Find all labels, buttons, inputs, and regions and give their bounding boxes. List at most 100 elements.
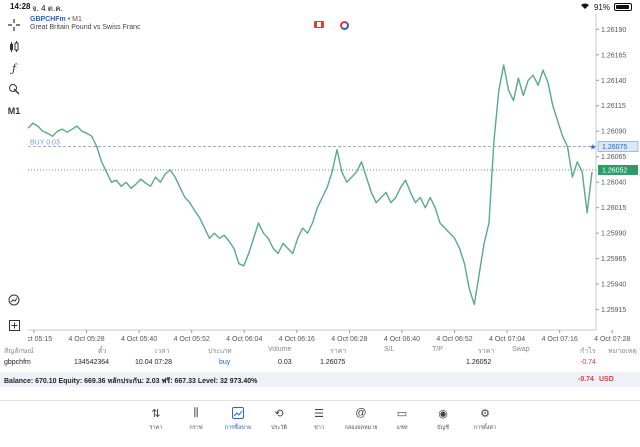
row-ticket: 134542364 (74, 359, 110, 366)
balance-profit: -0.74 (578, 376, 594, 383)
nav-mailbox[interactable]: @ กล่องจดหมาย (341, 407, 381, 443)
nav-history[interactable]: ⟲ ประวัติ (259, 407, 299, 443)
nav-account[interactable]: ◉ บัญชี (423, 407, 463, 443)
bottom-nav: ⇅ ราคา ⫼ กราฟ การซื้อขาย ⟲ ประวัติ ☰ ข่า… (0, 400, 640, 447)
balance-text: Balance: 670.10 Equity: 669.36 หลักประกั… (4, 378, 258, 385)
chart-badges (314, 21, 349, 30)
col-tp: T/P (432, 346, 443, 353)
col-swap: Swap (512, 346, 530, 353)
price-chart[interactable]: 1.26190 1.26165 1.26140 1.26115 1.26090 1.260… (16, 14, 640, 344)
crosshair-icon[interactable] (5, 16, 23, 34)
x-tick-label: 4 Oct 05:28 (68, 336, 104, 343)
indicators-icon[interactable] (5, 38, 23, 56)
nav-label: ข่าว (314, 425, 324, 431)
col-profit: กำไร (580, 348, 596, 355)
y-tick-label: 1.26090 (601, 129, 626, 136)
nav-label: ประวัติ (270, 425, 288, 431)
row-volume: 0.03 (278, 359, 292, 366)
nav-chart[interactable]: ⫼ กราฟ (176, 407, 216, 443)
nav-settings[interactable]: ⚙ การตั้งค่า (465, 407, 505, 443)
y-tick-label: 1.26015 (601, 205, 626, 212)
y-tick-label: 1.26140 (601, 78, 626, 85)
x-tick-label: 4 Oct 06:40 (384, 336, 420, 343)
signal-icon[interactable] (340, 21, 349, 30)
col-price: ราคา (330, 348, 347, 355)
timeframe-button[interactable]: M1 (7, 106, 21, 116)
nav-quotes[interactable]: ⇅ ราคา (136, 407, 176, 443)
col-time: เวลา (155, 348, 170, 355)
battery-icon (614, 3, 632, 11)
y-tick-label: 1.26115 (601, 103, 626, 110)
chat-icon: ▭ (396, 408, 408, 420)
x-axis: 4 Oct 05:15 4 Oct 05:28 4 Oct 05:40 4 Oct 0… (16, 330, 630, 343)
symbol-name: GBPCHFm (30, 16, 66, 23)
settings-icon: ⚙ (480, 408, 490, 420)
status-bar: 14:28 จ. 4 ต.ค. 91% (0, 0, 640, 14)
positions-table: สัญลักษณ์ ตั๋ว เวลา ประเภท Volume ราคา S… (0, 344, 640, 388)
col-symbol: สัญลักษณ์ (4, 348, 34, 355)
status-right: 91% (580, 2, 632, 12)
symbol-description: Great Britain Pound vs Swiss Franc (30, 24, 141, 31)
x-tick-label: 4 Oct 06:52 (436, 336, 472, 343)
x-tick-label: 4 Oct 05:52 (174, 336, 210, 343)
balance-currency: USD (599, 376, 614, 383)
nav-label: กราฟ (189, 425, 203, 431)
row-profit: -0.74 (580, 359, 596, 366)
add-icon[interactable] (5, 316, 23, 334)
nav-label: แชท (396, 425, 408, 431)
x-tick-label: 4 Oct 07:28 (594, 336, 630, 343)
news-icon: ☰ (314, 408, 324, 420)
symbol-label[interactable]: GBPCHFm • M1 (30, 16, 82, 23)
table-header: สัญลักษณ์ ตั๋ว เวลา ประเภท Volume ราคา S… (0, 344, 640, 358)
y-tick-label: 1.25990 (601, 231, 626, 238)
col-comment: หมายเหตุ (608, 348, 637, 355)
status-time: 14:28 (10, 2, 31, 11)
nav-label: บัญชี (437, 425, 449, 431)
col-current-price: ราคา (478, 348, 495, 355)
y-tick-label: 1.25965 (601, 256, 626, 263)
x-tick-label: 4 Oct 07:16 (542, 336, 578, 343)
x-tick-label: 4 Oct 06:16 (279, 336, 315, 343)
col-sl: S/L (384, 346, 395, 353)
mailbox-icon: @ (355, 407, 367, 419)
wifi-icon (580, 2, 590, 12)
chart-icon: ⫼ (193, 407, 199, 419)
y-tick-label: 1.26190 (601, 27, 626, 34)
chart-series: BUY 0.03 (27, 64, 596, 306)
current-price-tag-label: 1.26052 (602, 167, 627, 174)
quotes-icon: ⇅ (151, 408, 161, 420)
nav-chat[interactable]: ▭ แชท (382, 407, 422, 443)
nav-label: ราคา (149, 425, 163, 431)
current-price-tag (598, 164, 638, 175)
col-ticket: ตั๋ว (98, 348, 107, 355)
row-symbol: gbpchfm (4, 359, 31, 366)
nav-label: การตั้งค่า (473, 425, 497, 431)
col-volume: Volume (268, 346, 292, 353)
buy-price-tag-label: 1.26075 (602, 144, 627, 151)
symbol-timeframe: M1 (72, 16, 82, 23)
trade-icon (218, 407, 258, 421)
function-icon[interactable]: ƒ (11, 61, 17, 75)
x-tick-label: 4 Oct 05:15 (28, 336, 52, 343)
one-click-trading-icon[interactable] (314, 21, 324, 28)
nav-label: กล่องจดหมาย (344, 425, 378, 431)
chart-area[interactable]: 1.26190 1.26165 1.26140 1.26115 1.26090 1.260… (16, 14, 640, 344)
table-row[interactable]: gbpchfm 134542364 10.04 07:28 buy 0.03 1… (0, 357, 640, 371)
y-tick-label: 1.26065 (601, 154, 626, 161)
row-current-price: 1.26052 (466, 359, 492, 366)
status-date: จ. 4 ต.ค. (32, 4, 63, 13)
chart-grid (28, 14, 597, 331)
account-icon: ◉ (438, 408, 448, 420)
x-tick-label: 4 Oct 07:04 (489, 336, 525, 343)
y-tick-label: 1.26040 (601, 180, 626, 187)
x-tick-label: 4 Oct 06:28 (331, 336, 367, 343)
chart-toolbar: ƒ M1 (0, 14, 28, 331)
buy-order-label: BUY 0.03 (30, 140, 60, 147)
nav-news[interactable]: ☰ ข่าว (299, 407, 339, 443)
nav-trade[interactable]: การซื้อขาย (218, 407, 258, 443)
balance-bar: Balance: 670.10 Equity: 669.36 หลักประกั… (0, 372, 640, 387)
buy-star-icon: ★ (589, 143, 596, 152)
objects-icon[interactable] (5, 80, 23, 98)
y-tick-label: 1.25940 (601, 282, 626, 289)
zoom-icon[interactable] (5, 291, 23, 309)
